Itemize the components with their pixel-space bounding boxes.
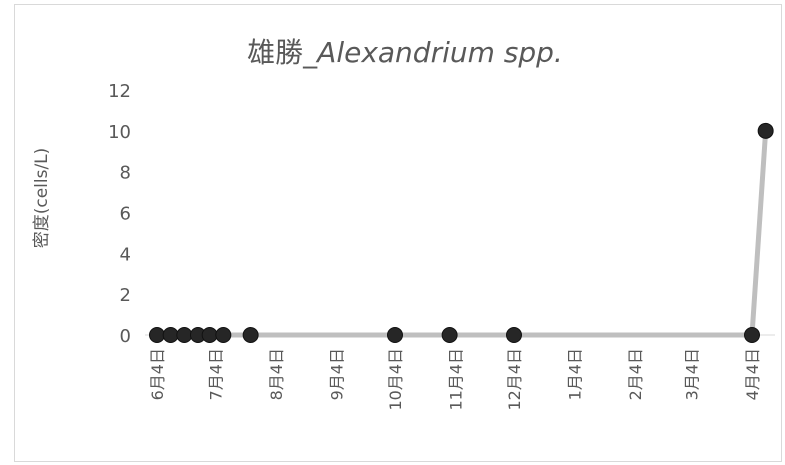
data-point [387,327,403,343]
y-tick-label: 6 [120,204,131,225]
x-tick-label: 1月4日 [565,348,584,400]
data-point [149,327,165,343]
data-point [441,327,458,343]
x-tick-label: 6月4日 [148,348,167,400]
x-tick-label: 10月4日 [386,348,405,411]
data-point [744,327,760,343]
x-tick-label: 11月4日 [446,348,465,411]
data-point [176,327,193,343]
data-point [506,327,522,343]
data-point [757,122,774,139]
series-group [149,122,774,343]
chart-area [14,4,782,462]
y-tick-label: 2 [120,285,131,306]
chart-title-prefix: 雄勝_ [247,36,318,69]
x-tick-label: 9月4日 [327,348,346,400]
x-tick-group: 6月4日 7月4日 8月4日 9月4日 10月4日 11月4日 12月4日 1月4日 2月4日 3… [148,348,762,411]
y-tick-label: 0 [120,326,131,347]
data-point [201,327,218,343]
data-point [215,327,232,343]
x-tick-label: 2月4日 [626,348,645,400]
x-tick-label: 8月4日 [267,348,286,400]
x-tick-label: 12月4日 [505,348,524,411]
y-axis-label: 密度(cells/L) [32,148,52,249]
data-point [162,327,179,343]
y-tick-label: 4 [120,244,131,265]
y-tick-group: 0 2 4 6 8 10 12 [108,81,131,347]
y-tick-label: 12 [108,81,131,102]
series-line [157,130,769,338]
x-tick-label: 7月4日 [207,348,226,400]
data-point [242,327,259,343]
chart-title-species: Alexandrium spp. [315,36,563,69]
x-tick-label: 4月4日 [743,348,762,400]
x-tick-label: 3月4日 [683,348,702,400]
y-tick-label: 10 [108,122,131,143]
y-tick-label: 8 [120,163,131,184]
chart-title: 雄勝_Alexandrium spp. [247,36,563,69]
